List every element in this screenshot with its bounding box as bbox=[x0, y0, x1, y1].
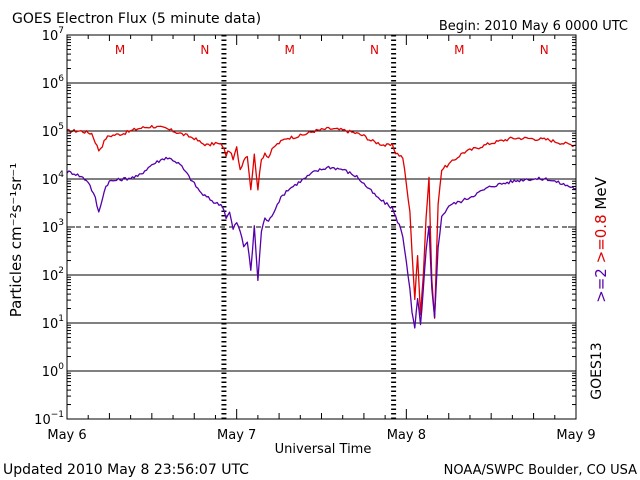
y-tick-label: 101 bbox=[42, 314, 64, 332]
y-axis-ticks: 107 106 105 104 103 102 101 100 10−1 bbox=[34, 26, 576, 428]
chart-title: GOES Electron Flux (5 minute data) bbox=[12, 11, 261, 27]
day-night-marker: N bbox=[540, 43, 549, 57]
x-tick-label: May 6 bbox=[47, 428, 86, 443]
y-tick-label: 103 bbox=[42, 218, 64, 236]
energy-legend-entry: MeV bbox=[592, 176, 610, 214]
y-tick-label: 102 bbox=[42, 266, 64, 284]
x-tick-label: May 8 bbox=[387, 428, 426, 443]
energy-legend-text: >=2 >=0.8 MeV bbox=[592, 176, 610, 302]
day-night-marker: M bbox=[285, 43, 295, 57]
day-boundary-dashes bbox=[221, 35, 397, 419]
energy-legend: >=2 >=0.8 MeV bbox=[592, 176, 610, 302]
satellite-label: GOES13 bbox=[589, 342, 605, 399]
credit-label: NOAA/SWPC Boulder, CO USA bbox=[444, 463, 637, 478]
series-line bbox=[66, 124, 576, 319]
day-night-marker: M bbox=[115, 43, 125, 57]
y-tick-label: 105 bbox=[42, 122, 64, 140]
y-tick-label: 10−1 bbox=[34, 410, 64, 428]
y-tick-label: 104 bbox=[42, 170, 65, 188]
begin-label: Begin: 2010 May 6 0000 UTC bbox=[439, 19, 628, 34]
series-line bbox=[66, 156, 577, 329]
x-axis-label: Universal Time bbox=[275, 442, 372, 457]
horizontal-gridlines bbox=[67, 82, 576, 372]
y-axis-label: Particles cm⁻²s⁻¹sr⁻¹ bbox=[7, 163, 25, 317]
y-tick-label: 106 bbox=[42, 74, 65, 92]
day-night-marker: M bbox=[454, 43, 464, 57]
x-tick-label: May 9 bbox=[556, 428, 595, 443]
data-series bbox=[66, 124, 577, 329]
energy-legend-entry: >=2 bbox=[592, 268, 610, 303]
day-night-marker: N bbox=[200, 43, 209, 57]
y-tick-label: 107 bbox=[42, 26, 64, 44]
x-tick-label: May 7 bbox=[217, 428, 256, 443]
day-night-marker: N bbox=[370, 43, 379, 57]
x-axis-ticks: May 6 May 7 May 8 May 9 bbox=[47, 35, 596, 443]
y-tick-label: 100 bbox=[42, 362, 65, 380]
energy-legend-entry: >=0.8 bbox=[592, 214, 610, 268]
updated-timestamp: Updated 2010 May 8 23:56:07 UTC bbox=[3, 462, 249, 478]
